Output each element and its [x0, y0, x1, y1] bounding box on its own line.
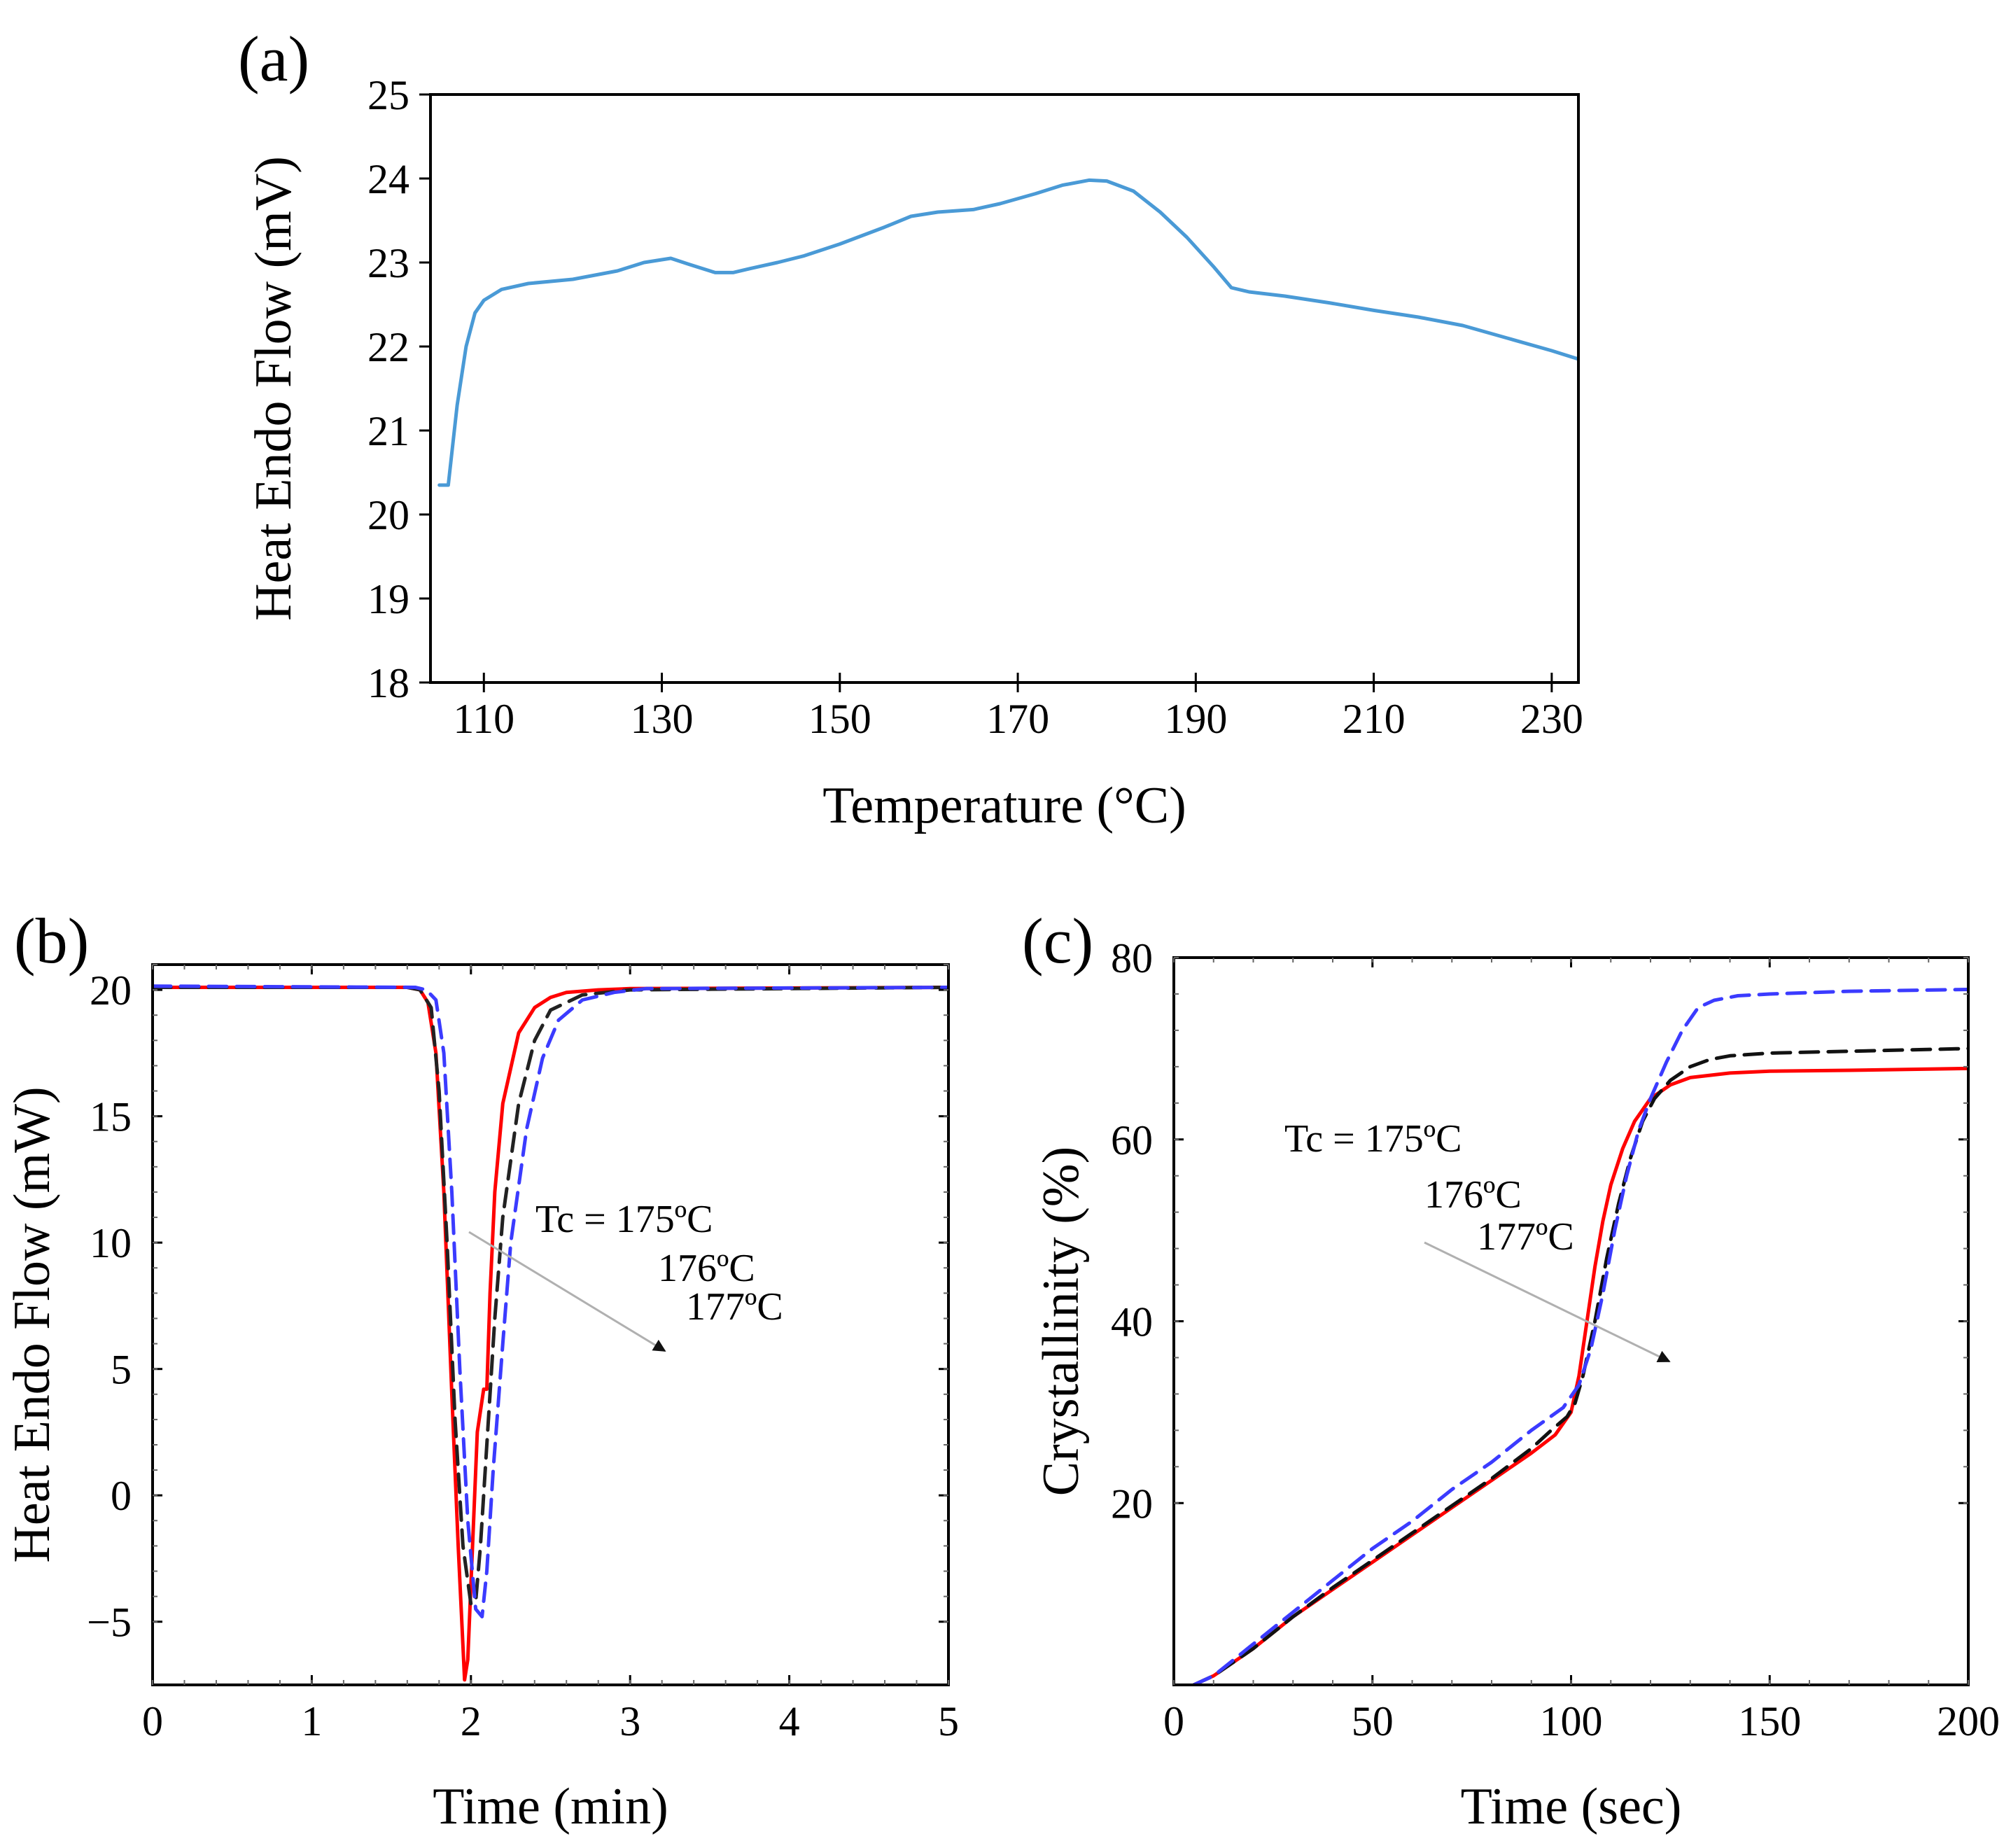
- x-tick-label: 130: [631, 696, 694, 742]
- x-axis-title: Time (sec): [1461, 1778, 1682, 1835]
- y-tick-label: 21: [367, 408, 409, 454]
- x-tick-label: 200: [1937, 1698, 2000, 1744]
- y-tick-label: 60: [1111, 1117, 1153, 1163]
- x-tick-label: 190: [1164, 696, 1227, 742]
- y-axis-title: Heat Endo Flow (mV): [245, 156, 302, 621]
- x-tick-label: 210: [1343, 696, 1406, 742]
- annotation-arrow: [468, 1231, 666, 1352]
- y-tick-label: 19: [367, 576, 409, 622]
- y-axis-title: Crystallinity (%): [1032, 1147, 1090, 1496]
- x-tick-label: 150: [808, 696, 871, 742]
- annotation-line-2: 176ºC: [658, 1247, 755, 1290]
- annotation-line-3: 177ºC: [1477, 1215, 1574, 1259]
- x-tick-label: 150: [1738, 1698, 1801, 1744]
- x-tick-label: 3: [619, 1698, 640, 1744]
- panel-label: (b): [14, 905, 89, 976]
- y-tick-label: 10: [90, 1220, 132, 1266]
- y-tick-label: 22: [367, 324, 409, 370]
- annotation-line-1: Tc = 175ºC: [1284, 1117, 1462, 1161]
- y-tick-label: 20: [90, 967, 132, 1014]
- panel-label: (a): [238, 23, 309, 94]
- annotation-line-2: 176ºC: [1424, 1173, 1522, 1217]
- annotation-line-3: 177ºC: [686, 1285, 783, 1329]
- series-line-3: [1191, 988, 1968, 1685]
- x-axis-title: Time (min): [433, 1778, 668, 1835]
- x-tick-label: 0: [142, 1698, 163, 1744]
- y-tick-label: 20: [1111, 1480, 1153, 1527]
- y-tick-label: 20: [367, 492, 409, 538]
- y-tick-label: 15: [90, 1094, 132, 1140]
- series-line-2: [1191, 1046, 1968, 1685]
- x-tick-label: 170: [986, 696, 1049, 742]
- x-tick-label: 230: [1520, 696, 1583, 742]
- y-axis-title: Heat Endo Flow (mW): [3, 1086, 61, 1562]
- x-tick-label: 110: [453, 696, 514, 742]
- x-tick-label: 0: [1163, 1698, 1184, 1744]
- y-tick-label: 40: [1111, 1299, 1153, 1345]
- x-tick-label: 5: [938, 1698, 959, 1744]
- panel-label: (c): [1022, 905, 1093, 976]
- y-tick-label: 5: [111, 1347, 132, 1393]
- series-group: [153, 984, 948, 1682]
- x-tick-label: 2: [461, 1698, 482, 1744]
- series-line-3: [153, 984, 948, 1618]
- series-line-1: [437, 178, 1578, 487]
- x-tick-label: 50: [1352, 1698, 1394, 1744]
- x-tick-label: 4: [779, 1698, 800, 1744]
- panel-b: 0 1 2 3 4 5 −5 0 5 10 15 20 Time (min) Heat Endo Flow…: [3, 905, 959, 1835]
- x-tick-label: 1: [301, 1698, 322, 1744]
- series-group: [1191, 988, 1968, 1685]
- y-tick-label: 80: [1111, 935, 1153, 981]
- series-group: [437, 178, 1578, 487]
- series-line-2: [153, 986, 948, 1606]
- y-tick-label: 24: [367, 156, 409, 202]
- plot-frame: [151, 963, 950, 1686]
- x-axis-title: Temperature (°C): [822, 777, 1186, 834]
- plot-frame: [429, 93, 1580, 684]
- y-tick-label: 0: [111, 1473, 132, 1519]
- y-tick-label: 25: [367, 72, 409, 118]
- annotation-arrow: [1424, 1241, 1671, 1363]
- y-tick-label: 23: [367, 240, 409, 286]
- y-tick-label: 18: [367, 660, 409, 706]
- x-tick-label: 100: [1540, 1698, 1603, 1744]
- panel-a: 110 130 150 170 190 210 230 18 19 20 21 22 23 24 25 Tem…: [238, 23, 1583, 834]
- panel-c: 0 50 100 150 200 20 40 60 80 Time (sec) Crystallin…: [1022, 905, 2000, 1835]
- annotation-line-1: Tc = 175ºC: [535, 1198, 713, 1241]
- y-tick-label: −5: [87, 1600, 132, 1646]
